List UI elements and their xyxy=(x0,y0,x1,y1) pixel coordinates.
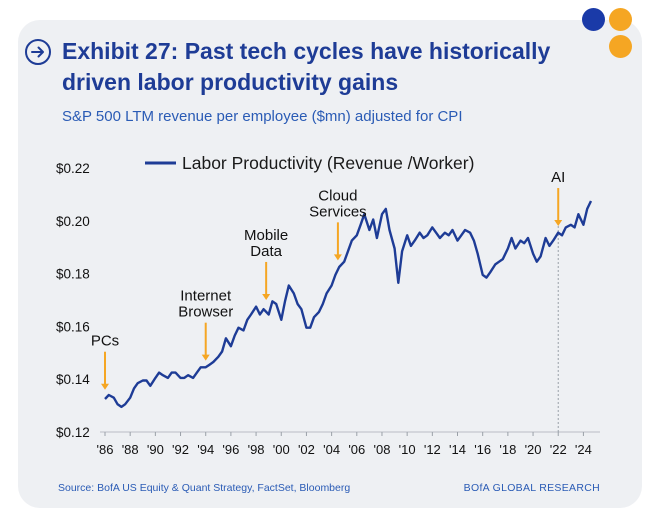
annotation-label: PCs xyxy=(91,333,119,350)
brand-footer: BOfA GLOBAL RESEARCH xyxy=(463,482,600,494)
annotation-label: Services xyxy=(309,203,367,220)
x-tick-label: '96 xyxy=(222,442,239,457)
annotation-arrow-head xyxy=(262,293,271,300)
y-tick-label: $0.14 xyxy=(56,372,90,387)
x-tick-label: '94 xyxy=(197,442,214,457)
annotation-arrow-head xyxy=(333,254,342,261)
x-tick-label: '12 xyxy=(424,442,441,457)
annotation-label: Internet xyxy=(180,288,232,305)
annotation-label: Mobile xyxy=(244,227,288,244)
x-tick-label: '20 xyxy=(525,442,542,457)
brand-dot-blue xyxy=(582,8,605,31)
productivity-line xyxy=(104,200,593,409)
annotation-arrow-head xyxy=(554,220,563,227)
annotation-label: Data xyxy=(250,243,282,260)
x-tick-label: '02 xyxy=(298,442,315,457)
x-tick-label: '14 xyxy=(449,442,466,457)
brand-dot-orange-top xyxy=(609,8,632,31)
x-tick-label: '10 xyxy=(399,442,416,457)
annotation-arrow-head xyxy=(201,354,210,361)
page-title: Exhibit 27: Past tech cycles have histor… xyxy=(62,38,551,95)
annotation-label: Cloud xyxy=(318,187,357,204)
x-tick-label: '08 xyxy=(373,442,390,457)
x-tick-label: '24 xyxy=(575,442,592,457)
legend-label: Labor Productivity (Revenue /Worker) xyxy=(182,153,474,173)
y-tick-label: $0.12 xyxy=(56,425,90,440)
x-tick-label: '86 xyxy=(97,442,114,457)
x-tick-label: '18 xyxy=(499,442,516,457)
x-tick-label: '06 xyxy=(348,442,365,457)
brand-dot-orange-bottom xyxy=(609,35,632,58)
x-tick-label: '88 xyxy=(122,442,139,457)
page-subtitle: S&P 500 LTM revenue per employee ($mn) a… xyxy=(62,108,463,125)
y-tick-label: $0.18 xyxy=(56,267,90,282)
x-tick-label: '92 xyxy=(172,442,189,457)
x-tick-label: '04 xyxy=(323,442,340,457)
x-tick-label: '22 xyxy=(550,442,567,457)
x-tick-label: '90 xyxy=(147,442,164,457)
y-tick-label: $0.16 xyxy=(56,319,90,334)
x-tick-label: '98 xyxy=(248,442,265,457)
x-tick-label: '00 xyxy=(273,442,290,457)
chart-card xyxy=(18,20,642,508)
arrow-right-circle-icon xyxy=(25,39,51,65)
annotation-label: AI xyxy=(551,169,565,186)
brand-dots xyxy=(580,6,640,66)
y-tick-label: $0.20 xyxy=(56,214,90,229)
x-tick-label: '16 xyxy=(474,442,491,457)
source-note: Source: BofA US Equity & Quant Strategy,… xyxy=(58,482,351,494)
y-tick-label: $0.22 xyxy=(56,161,90,176)
annotation-arrow-head xyxy=(101,383,109,390)
annotation-label: Browser xyxy=(178,304,233,321)
